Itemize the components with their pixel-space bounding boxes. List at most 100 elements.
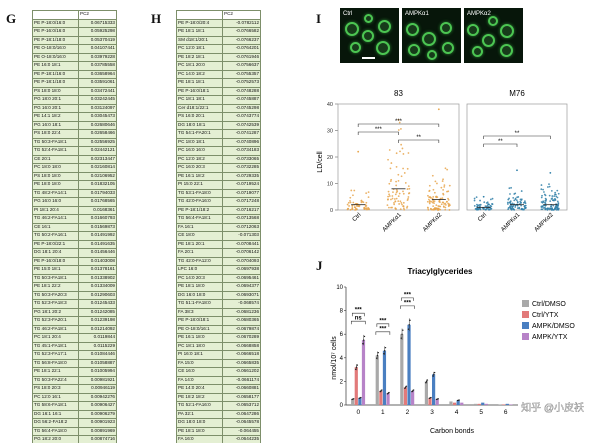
pc2-loading-cell: -0.0712063 <box>222 222 261 232</box>
data-point <box>541 206 544 208</box>
pc2-loading-cell: 0.01768565 <box>78 197 117 207</box>
legend-label: Ctrl/DMSO <box>532 301 566 308</box>
lipid-species-cell: PG 16:0 20:1 <box>32 103 79 113</box>
replicate-point <box>360 396 362 399</box>
pc2-loading-cell: 0.00942276 <box>78 392 117 402</box>
lipid-species-cell: CE 18:0 <box>176 231 223 241</box>
pc2-loading-cell: 0.01084446 <box>78 350 117 360</box>
replicate-point <box>437 398 439 400</box>
pc2-loading-cell: -0.0644235 <box>222 435 261 443</box>
lipid-species-cell: PC 12:0 16:1 <box>32 392 79 402</box>
table-row: TG 42:0-FA12:0 -0.0704093 <box>176 256 261 266</box>
lipid-species-cell: PE 18:2 18:1 <box>176 52 223 62</box>
data-point <box>439 201 441 203</box>
data-point <box>507 206 510 209</box>
significance-label: *** <box>379 318 387 324</box>
lipid-species-cell: FA 16:0 <box>176 435 223 443</box>
pc2-loading-cell: -0.0742539 <box>222 120 261 130</box>
data-point <box>542 188 544 191</box>
lipid-species-cell: PE 16:1 18:2 <box>176 171 223 181</box>
significance-bracket <box>398 139 440 143</box>
data-point <box>402 190 404 193</box>
lipid-cell <box>362 30 374 42</box>
replicate-point <box>405 385 408 388</box>
pc2-loading-cell: -0.0716217 <box>222 205 261 215</box>
data-point <box>479 199 481 202</box>
lipid-species-cell: PE 18:1 18:1 <box>176 27 223 37</box>
data-point <box>399 150 401 153</box>
lipid-species-cell: TG 50:2-FA16:1 <box>32 231 79 241</box>
data-point <box>395 166 398 168</box>
data-point <box>387 158 389 161</box>
pc2-loading-cell: -0.0658177 <box>222 392 261 402</box>
bar <box>477 403 481 405</box>
y-tick-label: 20 <box>327 155 333 161</box>
table-row: TG 56:4-FA18:0 0.00891969 <box>32 426 117 436</box>
data-point <box>427 207 429 209</box>
table-row: TG 45:1-FA18:1 0.0115229 <box>32 341 117 351</box>
y-tick-label: 10 <box>327 182 333 188</box>
lipid-species-cell: TG 56:4-FA18:1 <box>176 214 223 224</box>
bar <box>424 381 428 405</box>
data-point <box>364 207 367 210</box>
data-point <box>389 167 392 170</box>
panel-label-g: G <box>6 11 17 26</box>
lipid-species-cell: PE P-18:1/18:2 <box>176 205 223 215</box>
data-point <box>548 208 551 211</box>
table-row: PC 12:0 18:1 -0.0764201 <box>176 44 261 54</box>
data-point <box>489 198 492 201</box>
data-point <box>368 208 370 211</box>
bar <box>403 387 408 405</box>
bar <box>484 403 488 405</box>
pc2-loading-cell: -0.0670289 <box>222 333 261 343</box>
data-point <box>403 208 406 211</box>
pc2-loading-cell: -0.064455 <box>222 426 261 436</box>
data-point <box>514 197 517 200</box>
lipid-species-cell: PS 18:0 18:0 <box>32 171 79 181</box>
data-point <box>365 192 368 195</box>
lipid-species-cell: CE 16:0 <box>176 367 223 377</box>
x-category-label: 2 <box>406 409 410 416</box>
replicate-point <box>404 386 407 388</box>
table-row: PE P-16:0/18:1 -0.0748288 <box>176 86 261 96</box>
lipid-species-cell: PE O-18:0/16:0 <box>32 52 79 62</box>
table-row: PG 16:0 18:1 0.02680646 <box>32 120 117 130</box>
lipid-species-cell: PG 16:0 16:0 <box>32 197 79 207</box>
data-point <box>428 189 431 192</box>
data-point <box>434 180 437 183</box>
table-row: FA 38:3 -0.0681236 <box>176 307 261 317</box>
data-point <box>510 205 512 207</box>
lipid-species-cell: PC 16:0 16:0 <box>176 146 223 156</box>
x-category-label: 0 <box>356 409 360 416</box>
data-point <box>394 200 397 203</box>
ld-per-cell-chart: LD/cell 0 10 20 30 40 83 Ctrl AMPKα1 AMPKα2 M76 Ct… <box>317 89 568 234</box>
data-point <box>551 195 554 197</box>
data-point <box>516 196 518 199</box>
lipid-species-cell: PE 18:1 18:0 <box>176 282 223 292</box>
lipid-species-cell: CE 16:1 <box>32 222 79 232</box>
lipid-cell <box>378 20 391 33</box>
data-point <box>367 207 370 209</box>
pc2-loading-cell: -0.0693071 <box>222 290 261 300</box>
lipid-species-cell: PE 18:2 18:2 <box>176 392 223 402</box>
pc2-loading-cell: 0.01239198 <box>78 316 117 326</box>
table-row: DG 18:1 20:4 0.01456446 <box>32 248 117 258</box>
replicate-point <box>384 346 387 349</box>
pc2-loading-cell: 0.01491992 <box>78 231 117 241</box>
data-point <box>397 173 400 176</box>
table-row: TG 56:8-FA18:0 0.01058887 <box>32 358 117 368</box>
data-point <box>441 180 444 182</box>
x-category-label: AMPKα2 <box>534 212 556 234</box>
lipid-species-cell: TG 46:2-FA14:1 <box>32 214 79 224</box>
data-point <box>473 205 476 207</box>
data-point <box>557 192 560 195</box>
data-point <box>400 143 403 146</box>
pc2-loading-cell: 0.03785558 <box>78 61 117 71</box>
lipid-species-cell: PC 18:0 18:0 <box>32 163 79 173</box>
data-point <box>548 194 551 197</box>
significance-bracket <box>375 331 391 335</box>
x-category-label: 1 <box>381 409 385 416</box>
bar <box>473 403 478 405</box>
lipid-species-cell: FA 20:1 <box>176 248 223 258</box>
replicate-point <box>383 353 385 355</box>
